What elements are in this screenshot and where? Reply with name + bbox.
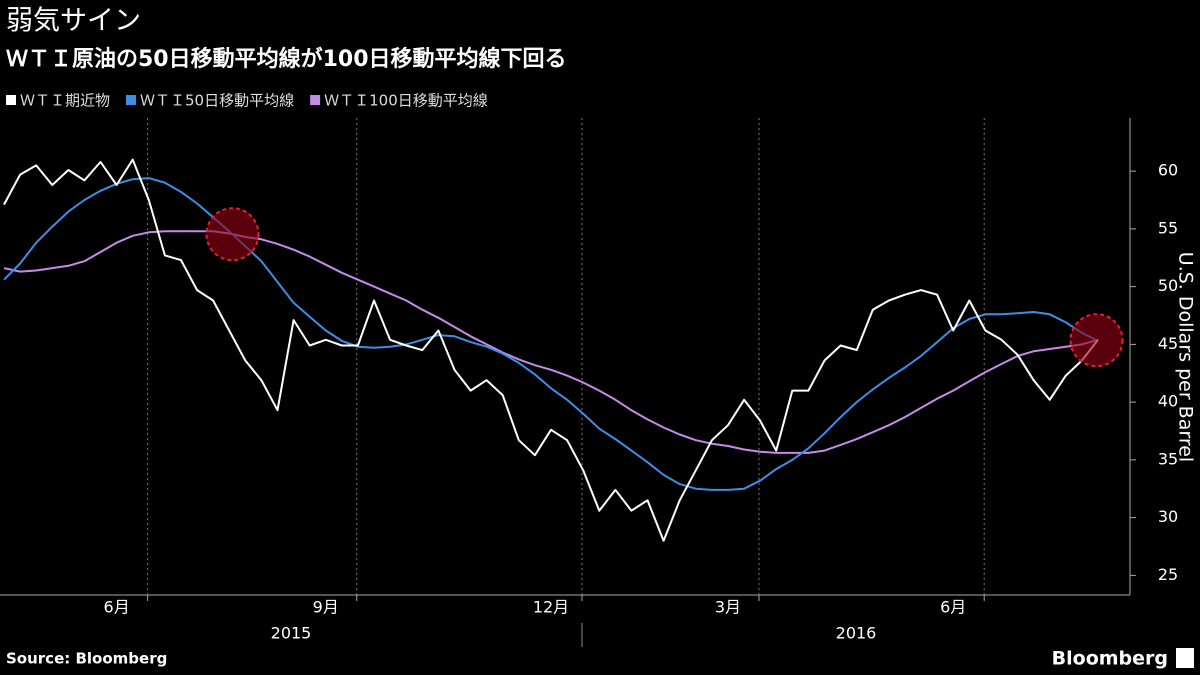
series-line	[3, 230, 1099, 454]
y-axis-title: U.S. Dollars per Barrel	[1175, 252, 1197, 462]
source: Source: Bloomberg	[6, 650, 167, 668]
legend-swatch	[6, 95, 16, 105]
x-tick-label: 3月	[715, 598, 741, 617]
y-tick-label: 25	[1158, 565, 1178, 584]
crossing-highlight	[205, 207, 260, 262]
legend-swatch	[310, 95, 321, 105]
y-tick-label: 55	[1158, 218, 1178, 237]
brand-icon	[1176, 648, 1194, 668]
brand: Bloomberg	[1052, 648, 1168, 670]
y-tick-label: 40	[1158, 392, 1178, 411]
year-label: 2015	[271, 624, 312, 643]
x-tick-label: 6月	[104, 598, 130, 617]
chart-subtitle: ＷＴＩ原油の50日移動平均線が100日移動平均線下回る	[6, 46, 567, 72]
crossing-highlight	[1069, 313, 1124, 368]
legend-label: ＷＴＩ期近物	[20, 92, 110, 110]
y-tick-label: 35	[1158, 449, 1178, 468]
y-tick-label: 30	[1158, 507, 1178, 526]
y-tick-label: 50	[1158, 276, 1178, 295]
legend-label: ＷＴＩ100日移動平均線	[324, 92, 488, 110]
x-tick-label: 12月	[533, 598, 569, 617]
series-line	[3, 177, 1099, 491]
x-tick-label: 9月	[313, 598, 339, 617]
legend-swatch	[126, 95, 137, 105]
series-line	[3, 158, 1099, 542]
year-label: 2016	[836, 624, 877, 643]
x-tick-label: 6月	[940, 598, 966, 617]
chart-title: 弱気サイン	[6, 6, 141, 37]
y-tick-label: 60	[1158, 161, 1178, 180]
legend-label: ＷＴＩ50日移動平均線	[140, 92, 294, 110]
y-tick-label: 45	[1158, 334, 1178, 353]
